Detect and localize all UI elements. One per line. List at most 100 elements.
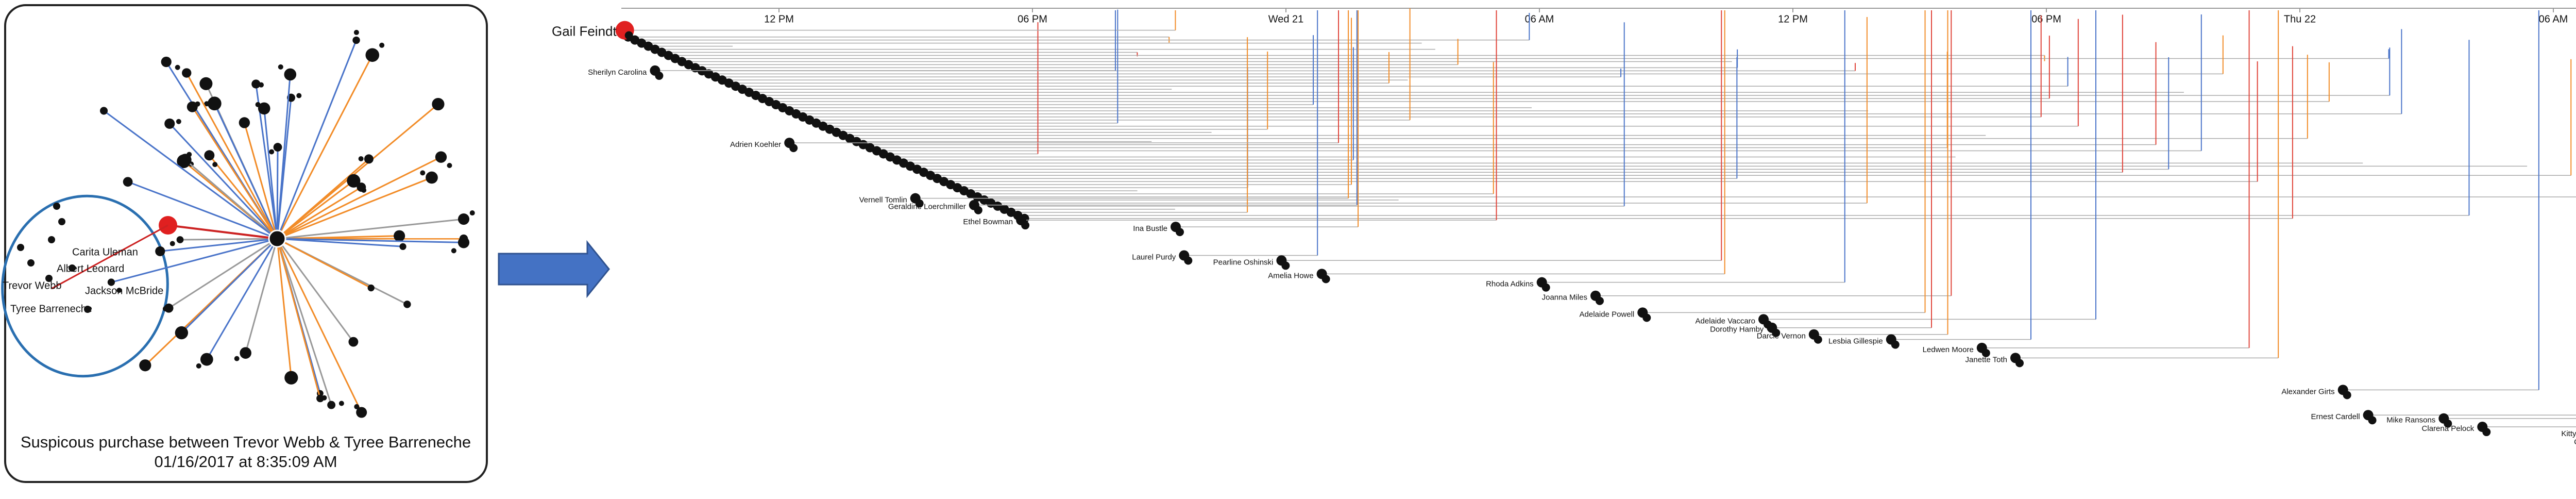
edge [277, 158, 369, 240]
node [164, 118, 175, 129]
node [348, 337, 359, 347]
edge [180, 238, 278, 241]
node [1981, 348, 1990, 357]
node [269, 149, 275, 155]
node [367, 284, 375, 292]
axis-label: 06 PM [1018, 13, 1047, 25]
node [789, 144, 798, 153]
edge [209, 155, 278, 239]
node [2368, 416, 2377, 425]
edge [192, 106, 278, 239]
node [457, 213, 470, 225]
node [196, 363, 201, 369]
node [1281, 261, 1290, 270]
node [240, 347, 251, 359]
node [451, 248, 456, 254]
node [426, 171, 438, 184]
node [356, 407, 367, 418]
node [316, 394, 324, 403]
edge [184, 159, 278, 240]
node-label: Dorothy Hamby [1710, 325, 1764, 334]
edge [127, 181, 278, 240]
edge [277, 238, 464, 243]
timeline: Gail Feindt Sherilyn Carolina Adrien Koehl… [552, 8, 2576, 446]
node [207, 96, 222, 111]
edge [245, 238, 278, 354]
arrow [498, 240, 610, 298]
node-label: Laurel Purdy [1132, 253, 1176, 261]
node [285, 377, 291, 383]
node [284, 68, 297, 81]
node [175, 326, 189, 340]
edge [276, 147, 279, 239]
edge [276, 238, 321, 399]
network: Carita Uleman Albert Leonard Trevor Webb Ja… [3, 29, 475, 418]
edge [111, 238, 278, 283]
node [116, 288, 122, 293]
node [399, 243, 406, 250]
node-label: Joanna Miles [1542, 293, 1587, 302]
node [365, 48, 380, 62]
node [176, 236, 184, 243]
node [469, 210, 475, 216]
node [234, 356, 240, 361]
node [204, 101, 210, 107]
axis-label: 12 PM [764, 13, 794, 25]
node [1176, 228, 1184, 237]
node [2015, 359, 2024, 368]
node [187, 101, 198, 112]
node-label: Trevor Webb [3, 280, 61, 291]
edge [277, 235, 400, 240]
node [379, 42, 385, 48]
node [1891, 340, 1900, 349]
edge [277, 177, 432, 240]
node-label: Lesbia Gillespie [1828, 337, 1883, 345]
node [1596, 296, 1604, 305]
axis-label: 06 PM [2031, 13, 2061, 25]
node [327, 401, 336, 409]
node [915, 199, 924, 208]
node [45, 275, 53, 282]
edge [276, 55, 374, 239]
edge [277, 218, 464, 240]
node [364, 154, 374, 164]
node [2343, 391, 2351, 400]
node [353, 29, 359, 35]
node [655, 71, 664, 80]
node [100, 107, 108, 115]
node-label: Ethel Bowman [963, 218, 1013, 226]
axis-label: Wed 21 [1268, 13, 1304, 25]
node [27, 259, 35, 267]
node [1541, 283, 1550, 292]
node [1814, 335, 1822, 344]
node [403, 301, 411, 308]
node [361, 187, 367, 193]
node-label: Kitty Walhall [2561, 429, 2576, 438]
node [162, 306, 168, 311]
node [251, 79, 261, 89]
node [123, 177, 133, 187]
node [338, 401, 344, 406]
node-label: Christy Pike [2574, 438, 2576, 446]
node [58, 218, 65, 225]
node-label: Geraldine Loerchmiller [888, 203, 966, 211]
highlight-ellipse [1, 194, 169, 378]
edge [263, 108, 278, 239]
edge [276, 40, 357, 239]
node [204, 150, 215, 161]
node-label: Carita Uleman [72, 246, 138, 258]
node-label: Ledwen Moore [1923, 345, 1974, 354]
node [278, 64, 283, 70]
node [358, 156, 364, 161]
node-label: Mike Ransons [2386, 416, 2435, 425]
node [1321, 275, 1330, 284]
edge [169, 123, 278, 240]
node-label: Clarena Pelock [2422, 424, 2475, 433]
node [273, 143, 282, 152]
node [432, 97, 445, 111]
node-label: Adelaide Powell [1580, 310, 1635, 319]
node-label: Jackson McBride [85, 285, 163, 296]
edge [277, 186, 362, 240]
node [1184, 256, 1193, 265]
